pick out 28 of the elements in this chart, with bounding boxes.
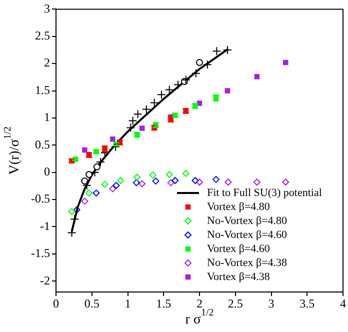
legend-label: No-Vortex β=4.38 xyxy=(207,256,288,269)
y-tick-label: 2 xyxy=(44,56,50,70)
x-tick-label: 4 xyxy=(340,296,346,310)
x-tick-label: 3.5 xyxy=(300,296,315,310)
legend-label: Vortex β=4.80 xyxy=(207,200,270,213)
legend-label: No-Vortex β=4.60 xyxy=(207,228,288,241)
x-tick-label: 0.5 xyxy=(84,296,100,310)
x-tick-label: 1 xyxy=(124,296,131,310)
y-tick-label: 1.5 xyxy=(35,82,50,97)
legend-label: Vortex β=4.60 xyxy=(207,242,270,255)
y-tick-label: 3 xyxy=(44,1,50,16)
y-tick-label: -2 xyxy=(40,273,50,288)
y-tick-label: 2.5 xyxy=(35,28,50,43)
y-tick-label: 0 xyxy=(44,164,50,179)
x-tick-label: 0 xyxy=(53,296,59,310)
legend-label: Fit to Full SU(3) potential xyxy=(207,186,322,199)
y-tick-label: -1.5 xyxy=(31,246,50,260)
y-tick-label: -1 xyxy=(40,218,50,233)
legend-label: No-Vortex β=4.80 xyxy=(207,214,288,227)
x-tick-label: 2 xyxy=(196,296,202,310)
y-tick-label: 0.5 xyxy=(35,137,50,152)
y-tick-label: -0.5 xyxy=(31,192,50,206)
x-tick-label: 1.5 xyxy=(156,296,172,310)
legend-label: Vortex β=4.38 xyxy=(207,270,270,283)
y-axis-title: V(r)/σ1/2 xyxy=(2,126,23,175)
x-tick-label: 3 xyxy=(268,296,274,310)
y-tick-label: 1 xyxy=(44,110,50,124)
x-tick-label: 2.5 xyxy=(228,296,243,310)
